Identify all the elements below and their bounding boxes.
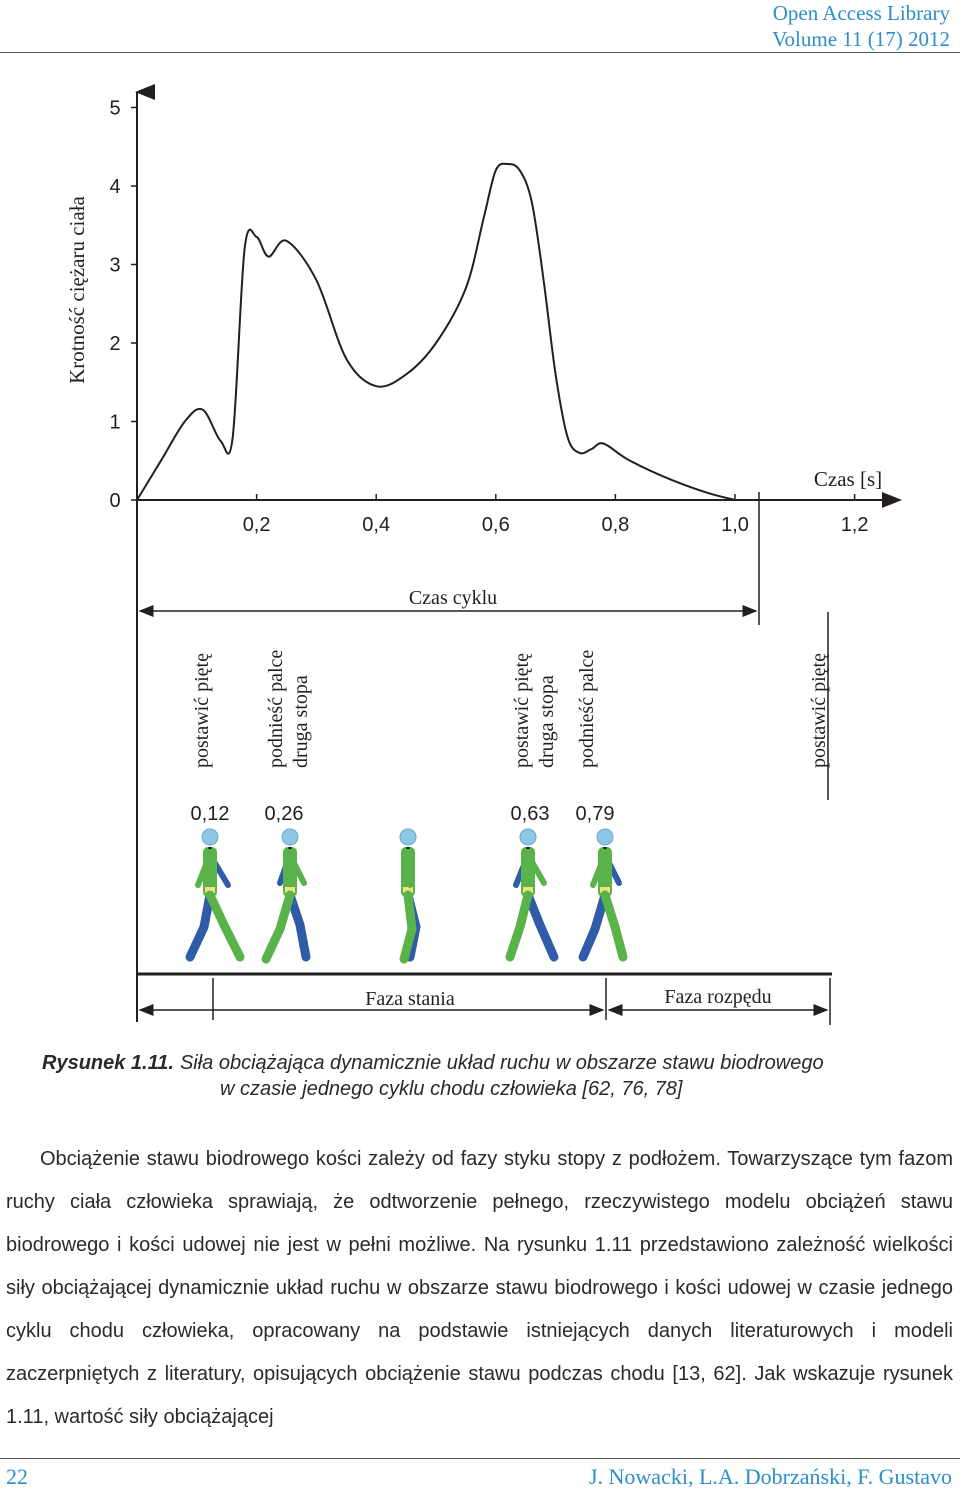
y-tick-label: 0 [109, 490, 120, 512]
figure-caption: Rysunek 1.11. Siła obciążająca dynamiczni… [42, 1050, 942, 1102]
event-time-label: 0,79 [576, 803, 615, 825]
cycle-time-label: Czas cyklu [409, 587, 497, 609]
page-number: 22 [6, 1464, 28, 1489]
walking-figure [185, 828, 245, 962]
caption-line-1: Siła obciążająca dynamicznie układ ruchu… [179, 1052, 824, 1074]
force-curve-line [136, 162, 736, 501]
x-tick-label: 1,2 [841, 514, 869, 536]
event-label: druga stopa [536, 675, 558, 768]
walking-figure [261, 828, 311, 964]
walking-figure [399, 828, 421, 964]
event-time-label: 0,63 [511, 803, 550, 825]
y-tick-label: 2 [109, 333, 120, 355]
x-tick-label: 0,2 [243, 514, 271, 536]
event-time-label: 0,26 [265, 803, 304, 825]
stance-phase-label: Faza stania [365, 988, 455, 1010]
journal-volume: Volume 11 (17) 2012 [772, 27, 950, 51]
event-time-label: 0,12 [191, 803, 230, 825]
x-tick-label: 0,6 [482, 514, 510, 536]
footer-rule [0, 1458, 960, 1459]
footer-authors: J. Nowacki, L.A. Dobrzański, F. Gustavo [588, 1464, 952, 1489]
x-tick-labels: 0,2 0,4 0,6 0,8 1,0 1,2 [243, 494, 869, 536]
swing-phase-label: Faza rozpędu [664, 986, 771, 1008]
header-rule [0, 52, 960, 53]
event-label: podnieść palce [265, 650, 287, 768]
x-tick-label: 0,8 [601, 514, 629, 536]
y-tick-labels: 0 1 2 3 4 5 [109, 98, 137, 512]
event-label: podnieść palce [576, 650, 598, 768]
body-text: Obciążenie stawu biodrowego kości zależy… [6, 1138, 953, 1439]
y-tick-label: 4 [109, 176, 120, 198]
event-label: druga stopa [290, 675, 312, 768]
y-axis-label: Krotność ciężaru ciała [65, 195, 89, 383]
caption-label: Rysunek 1.11. [42, 1052, 174, 1074]
event-label: postawić piętę [808, 653, 830, 768]
x-axis-label: Czas [s] [814, 467, 882, 491]
x-tick-label: 0,4 [362, 514, 390, 536]
x-tick-label: 1,0 [721, 514, 749, 536]
y-tick-label: 3 [109, 255, 120, 277]
caption-line-2: w czasie jednego cyklu chodu człowieka [… [220, 1078, 683, 1100]
walking-figure [578, 828, 628, 962]
y-tick-label: 5 [109, 98, 120, 120]
body-paragraph: Obciążenie stawu biodrowego kości zależy… [6, 1148, 953, 1428]
event-label: postawić piętę [191, 653, 213, 768]
y-tick-label: 1 [109, 412, 120, 434]
walking-figure [505, 828, 559, 962]
journal-header: Open Access Library Volume 11 (17) 2012 [772, 0, 950, 52]
journal-name: Open Access Library [772, 1, 950, 25]
gait-force-figure: 0 1 2 3 4 5 0,2 0,4 0,6 0,8 1,0 1,2 Krotność cięża… [65, 84, 902, 1025]
event-label: postawić piętę [511, 653, 533, 768]
walking-figures [185, 828, 628, 964]
